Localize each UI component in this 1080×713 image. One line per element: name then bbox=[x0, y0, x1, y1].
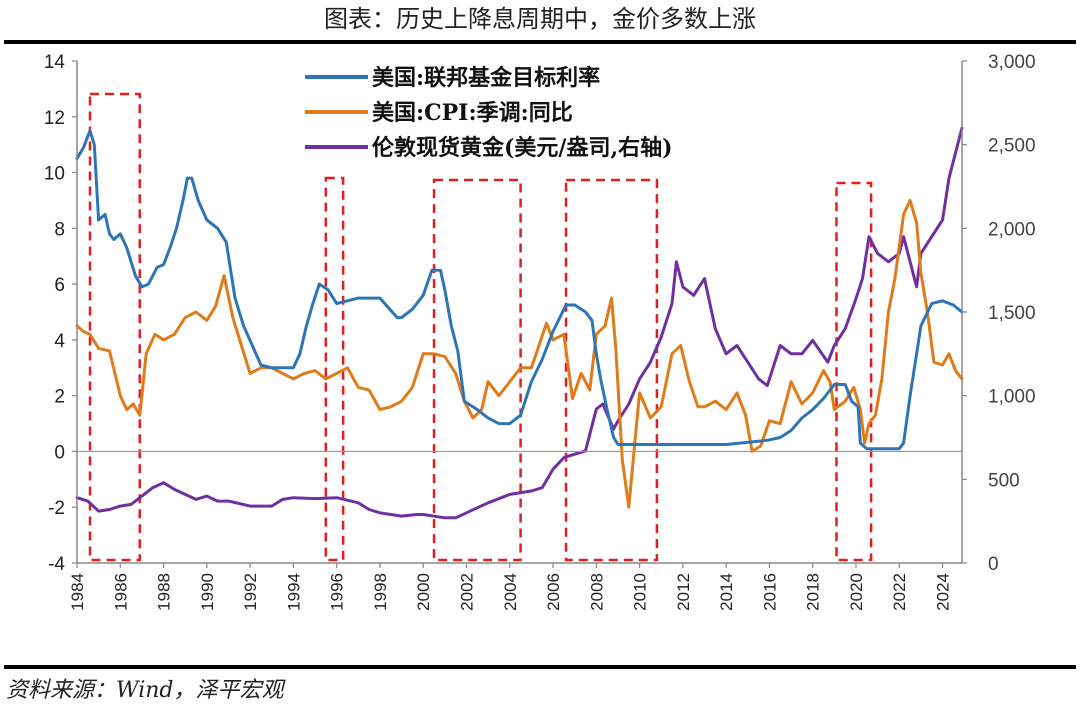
x-tick-label: 2000 bbox=[414, 573, 433, 611]
x-tick-label: 1984 bbox=[68, 573, 87, 611]
left-tick-label: -2 bbox=[48, 498, 65, 519]
x-tick-label: 2014 bbox=[717, 573, 736, 611]
right-tick-label: 1,000 bbox=[988, 387, 1036, 408]
x-tick-label: 1990 bbox=[198, 573, 217, 611]
x-tick-label: 1996 bbox=[328, 573, 347, 611]
left-tick-label: 8 bbox=[54, 219, 65, 240]
highlight-box bbox=[432, 178, 522, 562]
bottom-rule bbox=[4, 665, 1076, 669]
left-tick-label: 12 bbox=[44, 108, 65, 129]
top-rule bbox=[4, 40, 1076, 44]
x-tick-label: 2012 bbox=[674, 573, 693, 611]
x-tick-label: 2024 bbox=[934, 573, 953, 611]
left-tick-label: 6 bbox=[54, 275, 65, 296]
right-tick-label: 0 bbox=[988, 554, 999, 575]
right-tick-label: 3,000 bbox=[988, 52, 1036, 73]
axes: -4 -2 0 2 4 6 8 10 12 14 0 500 1,000 1,500 2,000 2,500 3… bbox=[44, 52, 1036, 611]
x-tick-label: 1988 bbox=[155, 573, 174, 611]
x-tick-label: 1992 bbox=[241, 573, 260, 611]
highlight-boxes bbox=[88, 92, 873, 562]
x-tick-label: 1998 bbox=[371, 573, 390, 611]
series-lines bbox=[75, 126, 964, 520]
x-tick-label: 2006 bbox=[544, 573, 563, 611]
highlight-box bbox=[835, 181, 873, 562]
legend-label: 美国:联邦基金目标利率 bbox=[372, 65, 600, 91]
highlight-box bbox=[88, 92, 142, 562]
x-tick-label: 2010 bbox=[631, 573, 650, 611]
x-tick-label: 2004 bbox=[501, 573, 520, 611]
right-tick-label: 2,000 bbox=[988, 219, 1036, 240]
chart-title: 图表：历史上降息周期中，金价多数上涨 bbox=[324, 5, 756, 33]
left-tick-label: 0 bbox=[54, 442, 65, 463]
source-note: 资料来源：Wind，泽平宏观 bbox=[6, 678, 284, 703]
right-tick-label: 500 bbox=[988, 470, 1020, 491]
x-tick-label: 2018 bbox=[804, 573, 823, 611]
x-tick-label: 2008 bbox=[587, 573, 606, 611]
x-tick-label: 2016 bbox=[760, 573, 779, 611]
legend-label: 伦敦现货黄金(美元/盎司,右轴) bbox=[372, 135, 673, 161]
highlight-box bbox=[564, 178, 659, 562]
left-tick-label: 4 bbox=[54, 331, 65, 352]
legend-label: 美国:CPI:季调:同比 bbox=[372, 100, 573, 126]
x-tick-label: 1986 bbox=[111, 573, 130, 611]
left-tick-label: 2 bbox=[54, 387, 65, 408]
right-tick-label: 1,500 bbox=[988, 303, 1036, 324]
x-tick-label: 1994 bbox=[284, 573, 303, 611]
x-tick-label: 2022 bbox=[890, 573, 909, 611]
x-tick-label: 2002 bbox=[457, 573, 476, 611]
series-line-1 bbox=[75, 198, 964, 509]
right-tick-label: 2,500 bbox=[988, 136, 1036, 157]
series-line-2 bbox=[75, 126, 964, 520]
left-tick-label: -4 bbox=[48, 554, 65, 575]
series-line-0 bbox=[75, 129, 964, 451]
x-tick-label: 2020 bbox=[847, 573, 866, 611]
highlight-box bbox=[324, 176, 345, 562]
left-tick-label: 10 bbox=[44, 164, 65, 185]
left-tick-label: 14 bbox=[44, 52, 66, 73]
